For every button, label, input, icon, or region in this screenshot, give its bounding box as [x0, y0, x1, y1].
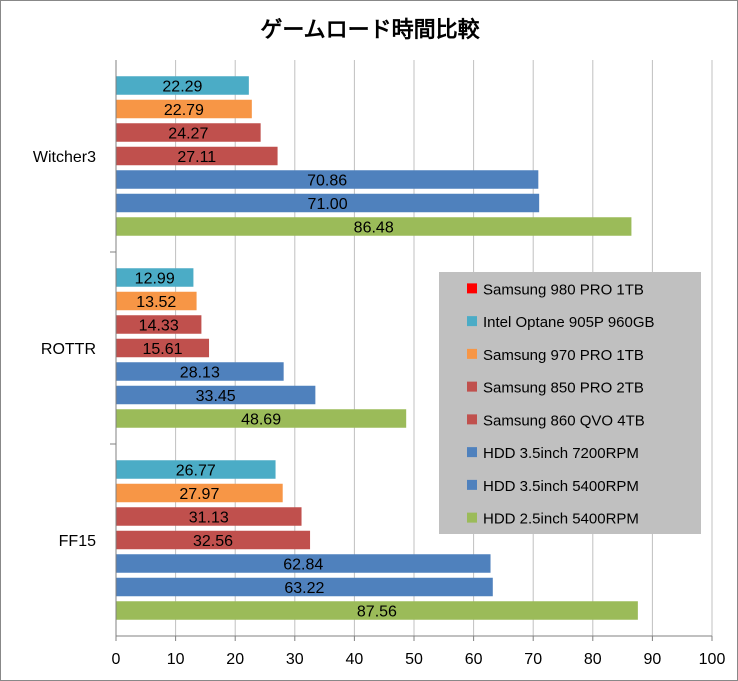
data-label: 14.33 [139, 318, 179, 335]
data-label: 33.45 [196, 388, 236, 405]
legend-label: Samsung 970 PRO 1TB [483, 347, 644, 364]
x-tick-label: 70 [524, 651, 542, 668]
legend-label: HDD 2.5inch 5400RPM [483, 511, 639, 528]
bar [116, 460, 276, 479]
data-label: 22.79 [164, 102, 204, 119]
data-label: 26.77 [176, 463, 216, 480]
data-label: 13.52 [136, 294, 176, 311]
legend-swatch [467, 381, 477, 392]
x-tick-label: 40 [346, 651, 364, 668]
bar [116, 76, 249, 95]
data-label: 31.13 [189, 510, 229, 527]
legend-label: Intel Optane 905P 960GB [483, 314, 655, 331]
legend-label: Samsung 860 QVO 4TB [483, 412, 645, 429]
data-label: 70.86 [307, 173, 347, 190]
legend-label: HDD 3.5inch 7200RPM [483, 445, 639, 462]
x-tick-label: 90 [644, 651, 662, 668]
legend-swatch [467, 348, 477, 359]
category-label: ROTTR [41, 341, 96, 358]
legend-swatch [467, 414, 477, 425]
bar [116, 385, 316, 405]
x-tick-label: 30 [286, 651, 304, 668]
legend: Samsung 980 PRO 1TB Intel Optane 905P 960… [439, 272, 701, 534]
legend-swatch [467, 512, 477, 523]
bars: 22.29 22.79 24.27 27.11 70.86 71.00 86.48 12.99… [116, 76, 638, 621]
data-label: 12.99 [135, 271, 175, 288]
x-tick-label: 80 [584, 651, 602, 668]
bar [116, 315, 202, 334]
legend-box [439, 272, 701, 534]
bar [116, 99, 252, 119]
legend-label: Samsung 850 PRO 2TB [483, 380, 644, 397]
data-label: 22.29 [162, 79, 202, 96]
data-label: 27.97 [179, 486, 219, 503]
bar [116, 268, 194, 287]
bar [116, 601, 638, 620]
legend-label: HDD 3.5inch 5400RPM [483, 478, 639, 495]
data-label: 15.61 [142, 341, 182, 358]
data-label: 63.22 [284, 580, 324, 597]
bar [116, 338, 210, 358]
x-tick-label: 20 [226, 651, 244, 668]
category-label: Witcher3 [33, 149, 96, 166]
data-label: 86.48 [354, 220, 394, 237]
category-label: FF15 [59, 533, 96, 550]
bar [116, 170, 539, 189]
bar [116, 146, 278, 166]
chart-title: ゲームロード時間比較 [260, 17, 480, 42]
x-tick-label: 60 [465, 651, 483, 668]
data-label: 71.00 [308, 196, 348, 213]
bar [116, 362, 284, 381]
x-tick-label: 0 [112, 651, 121, 668]
axes: 0 10 20 30 40 50 60 70 80 90 100 Witcher3 ROTTR FF15 [33, 60, 726, 668]
data-label: 27.11 [177, 149, 216, 166]
legend-swatch [467, 283, 477, 294]
bar [116, 123, 261, 142]
bar [116, 483, 283, 503]
legend-label: Samsung 980 PRO 1TB [483, 281, 644, 298]
bar [116, 291, 197, 311]
data-label: 87.56 [357, 604, 397, 621]
bar [116, 409, 407, 428]
data-label: 32.56 [193, 533, 233, 550]
legend-swatch [467, 479, 477, 490]
bar [116, 554, 491, 573]
bar [116, 507, 302, 526]
x-tick-label: 100 [699, 651, 726, 668]
bar [116, 217, 632, 236]
data-label: 48.69 [241, 412, 281, 429]
data-label: 28.13 [180, 365, 220, 382]
bar [116, 193, 540, 213]
x-tick-label: 50 [405, 651, 423, 668]
data-label: 62.84 [283, 557, 323, 574]
legend-swatch [467, 447, 477, 458]
data-label: 24.27 [168, 126, 208, 143]
bar [116, 577, 493, 597]
legend-swatch [467, 316, 477, 327]
x-tick-label: 10 [167, 651, 185, 668]
bar [116, 530, 311, 550]
